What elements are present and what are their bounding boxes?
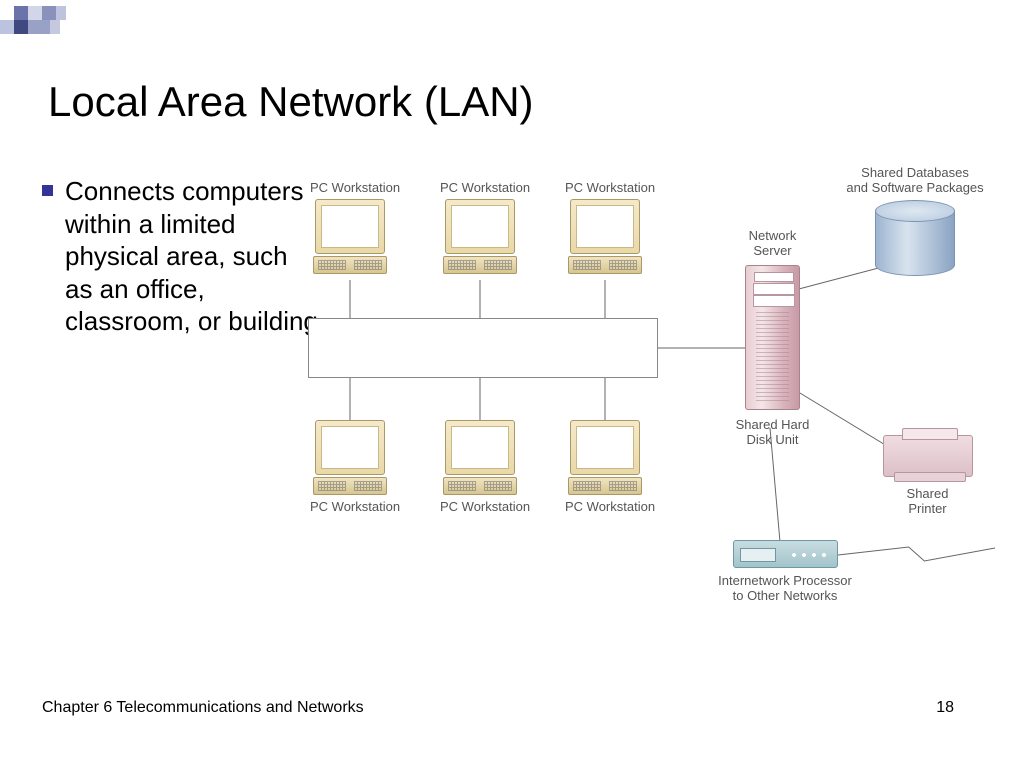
database-label: Shared Databasesand Software Packages: [840, 166, 990, 196]
shared-database: Shared Databasesand Software Packages: [870, 200, 960, 280]
server-label-bottom: Shared HardDisk Unit: [725, 418, 820, 448]
pc-workstation: PC Workstation: [440, 420, 520, 514]
page-number: 18: [936, 699, 954, 717]
bullet-block: Connects computers within a limited phys…: [42, 175, 322, 338]
network-server: NetworkServerShared HardDisk Unit: [740, 265, 805, 410]
pc-workstation: PC Workstation: [440, 180, 520, 274]
lan-diagram: PC Workstation PC Workstation PC Workstati…: [290, 170, 1000, 620]
internetwork-processor: Internetwork Processorto Other Networks: [730, 540, 840, 604]
pc-workstation: PC Workstation: [310, 180, 390, 274]
slide-title: Local Area Network (LAN): [48, 78, 534, 126]
printer-label: SharedPrinter: [880, 487, 975, 517]
pc-label: PC Workstation: [310, 499, 390, 514]
shared-printer: SharedPrinter: [880, 435, 975, 517]
pc-workstation: PC Workstation: [565, 420, 645, 514]
pc-label: PC Workstation: [440, 180, 520, 195]
bullet-text: Connects computers within a limited phys…: [65, 175, 322, 338]
pc-label: PC Workstation: [440, 499, 520, 514]
pc-label: PC Workstation: [565, 180, 645, 195]
footer-chapter: Chapter 6 Telecommunications and Network…: [42, 699, 364, 717]
bullet-icon: [42, 185, 53, 196]
network-hub: [308, 318, 658, 378]
modem-label: Internetwork Processorto Other Networks: [710, 574, 860, 604]
corner-decoration: [0, 0, 80, 50]
pc-label: PC Workstation: [310, 180, 390, 195]
pc-label: PC Workstation: [565, 499, 645, 514]
pc-workstation: PC Workstation: [565, 180, 645, 274]
server-label-top: NetworkServer: [730, 229, 815, 259]
pc-workstation: PC Workstation: [310, 420, 390, 514]
